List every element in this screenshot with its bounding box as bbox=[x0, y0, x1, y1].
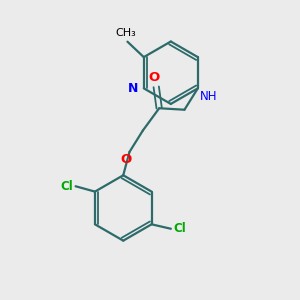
Text: Cl: Cl bbox=[174, 222, 187, 235]
Text: NH: NH bbox=[200, 90, 217, 103]
Text: N: N bbox=[128, 82, 138, 95]
Text: Cl: Cl bbox=[60, 180, 73, 193]
Text: O: O bbox=[121, 153, 132, 167]
Text: CH₃: CH₃ bbox=[116, 28, 136, 38]
Text: O: O bbox=[148, 71, 160, 85]
